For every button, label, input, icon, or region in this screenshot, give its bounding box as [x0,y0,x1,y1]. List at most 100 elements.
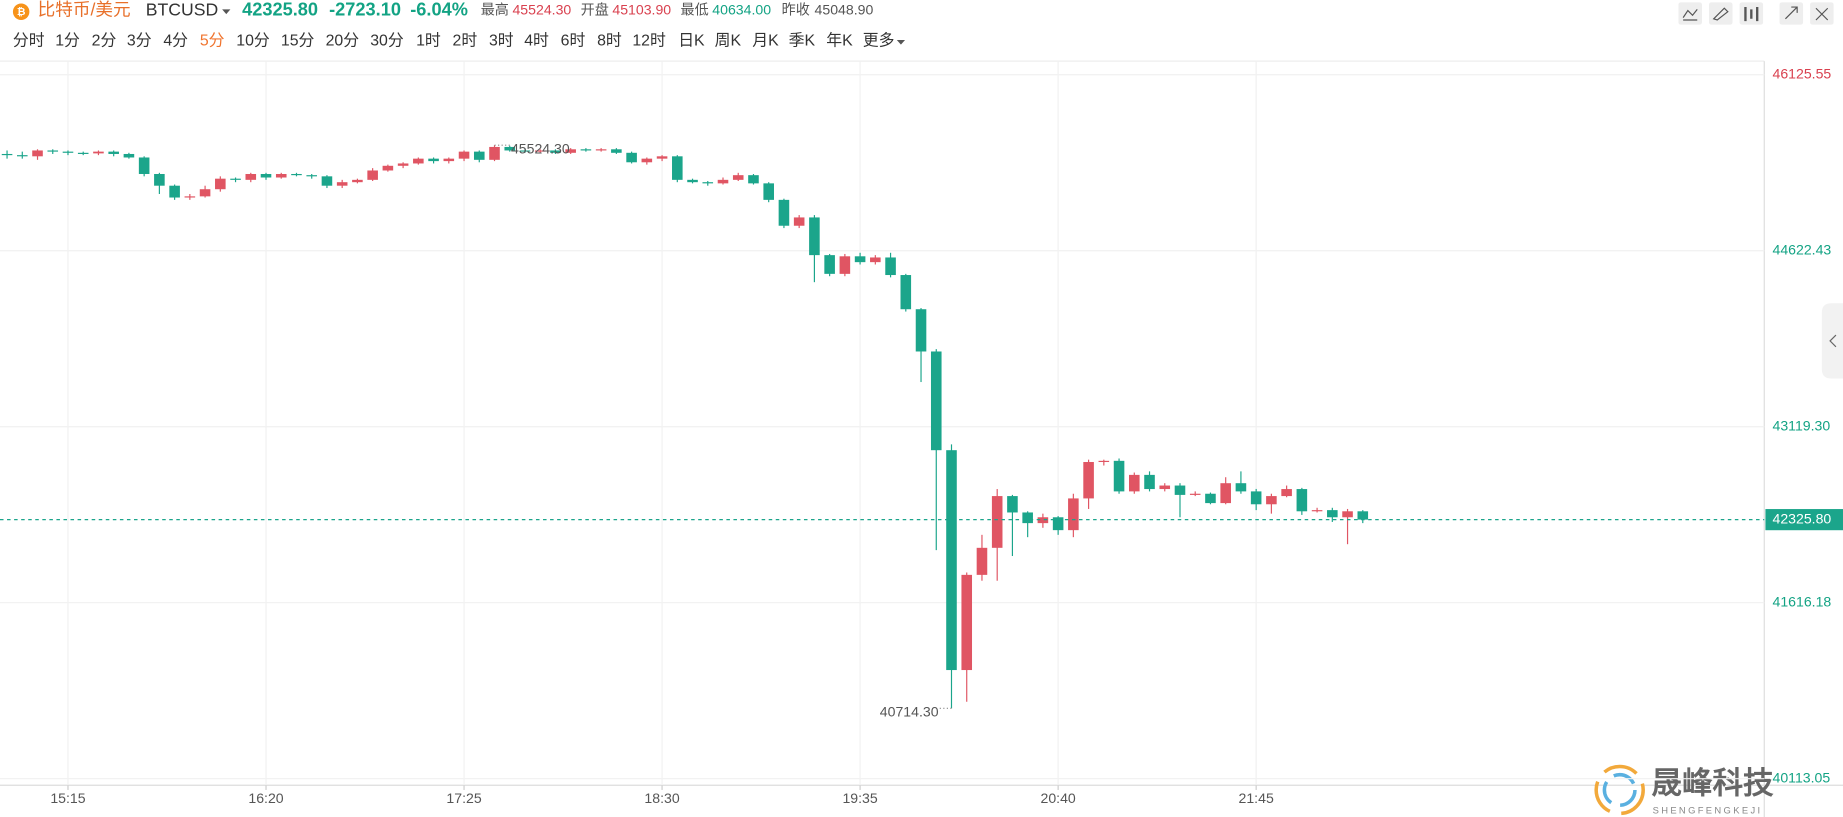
period-button[interactable]: 月K [752,32,779,49]
period-button[interactable]: 4分 [163,31,188,49]
candle-body [580,149,592,151]
side-tab-icon [1829,334,1837,348]
tool-buttons [1678,2,1834,25]
period-button[interactable]: 2分 [92,31,117,49]
candle-body [1068,498,1079,531]
period-button[interactable]: 分时 [13,31,45,49]
candle-body [321,176,333,186]
candle-body [1205,493,1216,504]
period-button[interactable]: 年K [826,31,853,49]
period-button[interactable]: 周K [715,32,742,49]
period-button[interactable]: 4时 [524,31,549,49]
x-tick-label: 18:30 [644,790,679,806]
candle-body [702,182,714,184]
candle-body [367,170,378,180]
candle-body [230,178,241,180]
period-button[interactable]: 10分 [236,31,270,49]
watermark-logo [1602,772,1637,808]
stat-label: 昨收 [782,1,810,17]
period-button[interactable]: 季K [789,31,816,49]
period-button[interactable]: 6时 [561,31,586,49]
period-button[interactable]: 15分 [281,31,315,49]
watermark: 晟峰科技 SHENGFENGKEJI [1594,764,1774,816]
candle-body [504,146,516,151]
candle-body [215,178,226,190]
candle-body [1,153,13,156]
period-button[interactable]: 1分 [55,31,80,49]
x-tick-label: 15:15 [50,790,85,806]
candle-body [1083,462,1094,499]
period-button[interactable]: 20分 [326,31,360,49]
y-tick-label: 40113.05 [1772,769,1830,785]
candle-body [306,175,318,177]
period-button[interactable]: 1时 [416,31,441,49]
candle-body [291,173,302,176]
period-button[interactable]: 3时 [489,31,514,49]
tool-icon [1815,7,1829,21]
candle-body [77,152,89,154]
candle-body [32,150,43,157]
side-tab[interactable] [1821,303,1843,379]
candle-body [1007,496,1018,513]
candle-body [870,257,881,263]
candle-body [839,256,851,274]
more-arrow [896,39,906,45]
watermark-title: 晟峰科技 [1651,766,1774,800]
change: -2723.10 [329,0,401,19]
candle-body [565,149,576,153]
symbol-name[interactable]: 比特币/美元 [38,0,131,19]
period-button[interactable]: 3分 [127,31,152,49]
candle-body [1144,474,1155,490]
period-button[interactable]: 2时 [453,31,478,49]
candle-body [626,152,637,163]
candle-body [595,149,607,151]
tool-button[interactable] [1709,2,1733,25]
period-button[interactable]: 5分 [200,31,225,49]
candle-body [1129,474,1140,492]
candle-body [199,189,211,197]
period-button[interactable]: 8时 [597,31,622,49]
candle-body [1022,512,1033,524]
tool-icon [1712,7,1729,21]
candle-body [245,173,257,180]
candle-body [1052,517,1064,531]
period-button[interactable]: 30分 [370,31,404,49]
more-button[interactable]: 更多 [863,31,895,49]
tool-icon [1784,6,1798,20]
candle-body [976,547,988,575]
candle-body [62,151,74,153]
candle-body [915,309,927,352]
low-marker-label: 40714.30 [880,704,939,720]
candle-body [1342,511,1353,518]
candle-body [397,163,409,166]
candle-body [1174,485,1186,495]
candle-body [1189,493,1201,495]
watermark-subtitle: SHENGFENGKEJI [1653,805,1763,816]
dropdown-arrow[interactable] [222,9,231,15]
x-tick-label: 21:45 [1239,790,1274,806]
candle-body [885,257,896,276]
symbol-code[interactable]: BTCUSD [146,0,218,19]
candle-body [1037,517,1049,524]
y-tick-label: 43119.30 [1772,417,1830,433]
coin-glyph: ₿ [17,6,26,18]
candle-body [458,151,470,159]
candle-body [763,183,774,200]
candle-body [809,217,820,256]
y-tick-label: 41616.18 [1772,593,1831,609]
candle-body [352,179,363,183]
last-price-box [1765,509,1843,531]
stat-label: 最低 [681,1,709,17]
candle-body [641,158,653,163]
candle-body [1281,489,1292,497]
candle-body [489,146,500,160]
high-marker-label: 45524.30 [511,141,570,157]
period-button[interactable]: 12时 [632,31,666,49]
candle-body [1266,496,1277,505]
period-button[interactable]: 日K [678,32,705,49]
y-tick-label: 44622.43 [1772,241,1831,257]
candle-body [534,150,546,152]
candle-body [1235,483,1247,492]
candle-body [169,185,180,198]
